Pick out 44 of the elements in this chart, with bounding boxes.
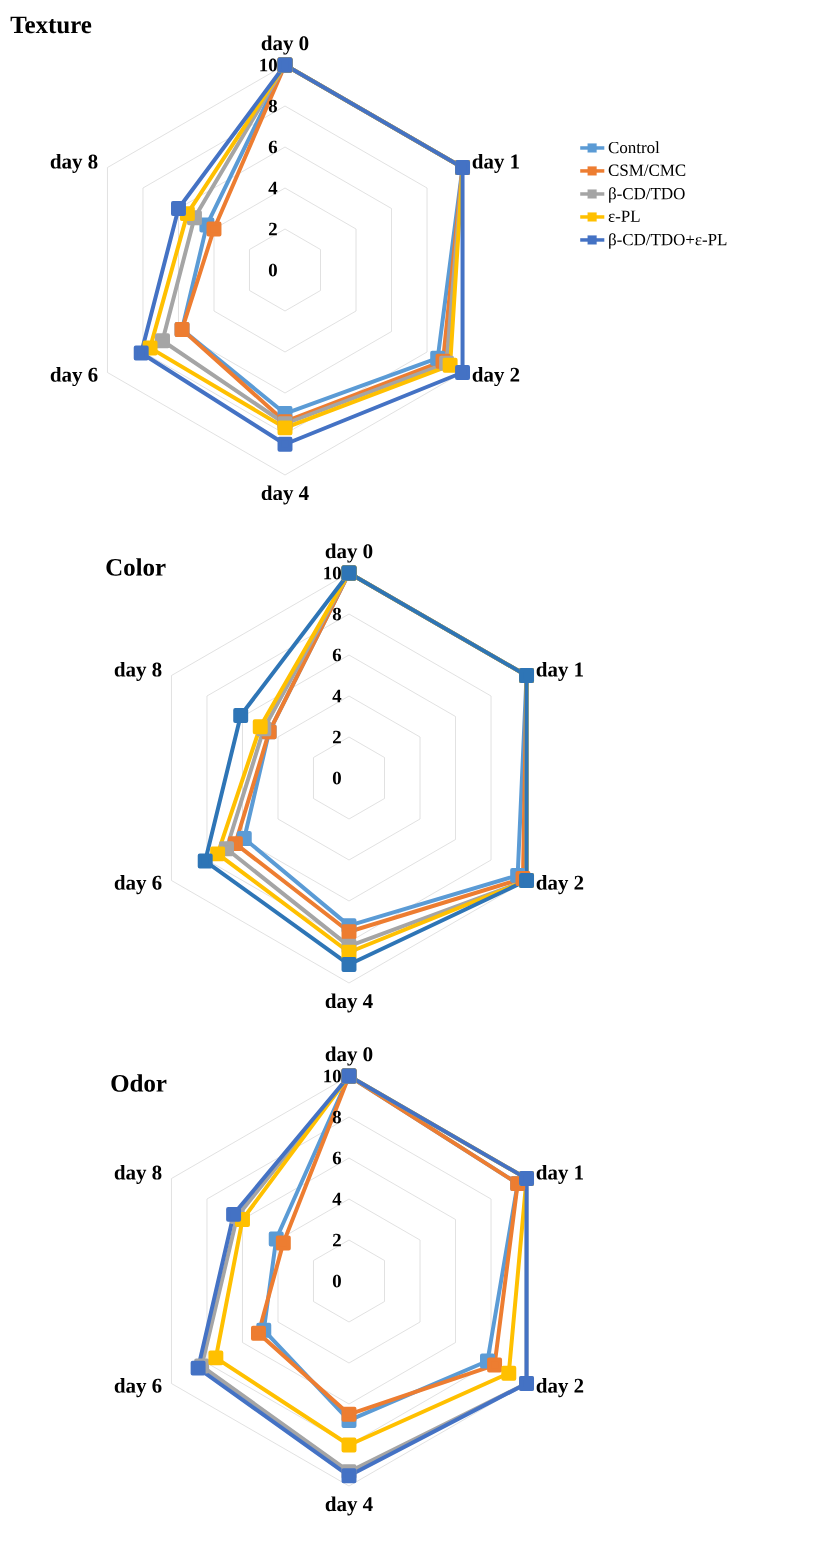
spoke-label: day 2: [536, 875, 584, 895]
spoke-label: day 8: [50, 153, 98, 173]
y-tick-label: 10: [324, 1069, 341, 1083]
y-tick-label: 10: [324, 566, 341, 580]
legend-label: Control: [608, 141, 660, 154]
y-tick-label: 2: [332, 1233, 341, 1247]
y-tick-label: 6: [268, 140, 278, 154]
legend-label: ε-PL: [608, 210, 640, 222]
chart-title: Color: [106, 558, 166, 576]
chart-title: Texture: [10, 16, 92, 34]
y-tick-label: 0: [268, 263, 277, 277]
spoke-label: day 8: [114, 661, 162, 681]
spoke-label: day 0: [325, 543, 373, 563]
y-tick-label: 6: [332, 648, 342, 662]
y-tick-label: 6: [332, 1151, 342, 1165]
y-tick-label: 8: [332, 607, 342, 621]
y-tick-label: 2: [332, 730, 341, 744]
y-tick-label: 2: [268, 222, 277, 236]
spoke-label: day 1: [472, 153, 519, 173]
spoke-label: day 6: [114, 875, 162, 895]
y-tick-label: 0: [332, 1274, 341, 1288]
y-tick-label: 10: [260, 58, 277, 72]
spoke-label: day 8: [114, 1164, 162, 1184]
spoke-label: day 6: [50, 367, 98, 387]
text: Odor: [111, 1074, 167, 1092]
y-tick-label: 0: [332, 771, 341, 785]
spoke-label: day 4: [325, 993, 373, 1013]
y-tick-label: 4: [332, 1192, 342, 1206]
spoke-label: day 4: [325, 1496, 373, 1516]
spoke-label: day 4: [261, 485, 309, 505]
legend-label: β-CD/TDO+ε-PL: [609, 233, 727, 249]
spoke-label: day 1: [536, 661, 583, 681]
spoke-label: day 6: [114, 1378, 162, 1398]
spoke-label: day 0: [325, 1046, 373, 1066]
spoke-label: day 1: [536, 1164, 583, 1184]
spoke-label: day 0: [261, 35, 309, 55]
y-tick-label: 8: [268, 99, 278, 113]
y-tick-label: 8: [332, 1110, 342, 1124]
spoke-label: day 2: [536, 1378, 584, 1398]
legend-label: CSM/CMC: [608, 164, 686, 176]
y-tick-label: 4: [332, 689, 342, 703]
legend-label: β-CD/TDO: [609, 187, 685, 203]
y-tick-label: 4: [268, 181, 278, 195]
spoke-label: day 2: [472, 367, 520, 387]
